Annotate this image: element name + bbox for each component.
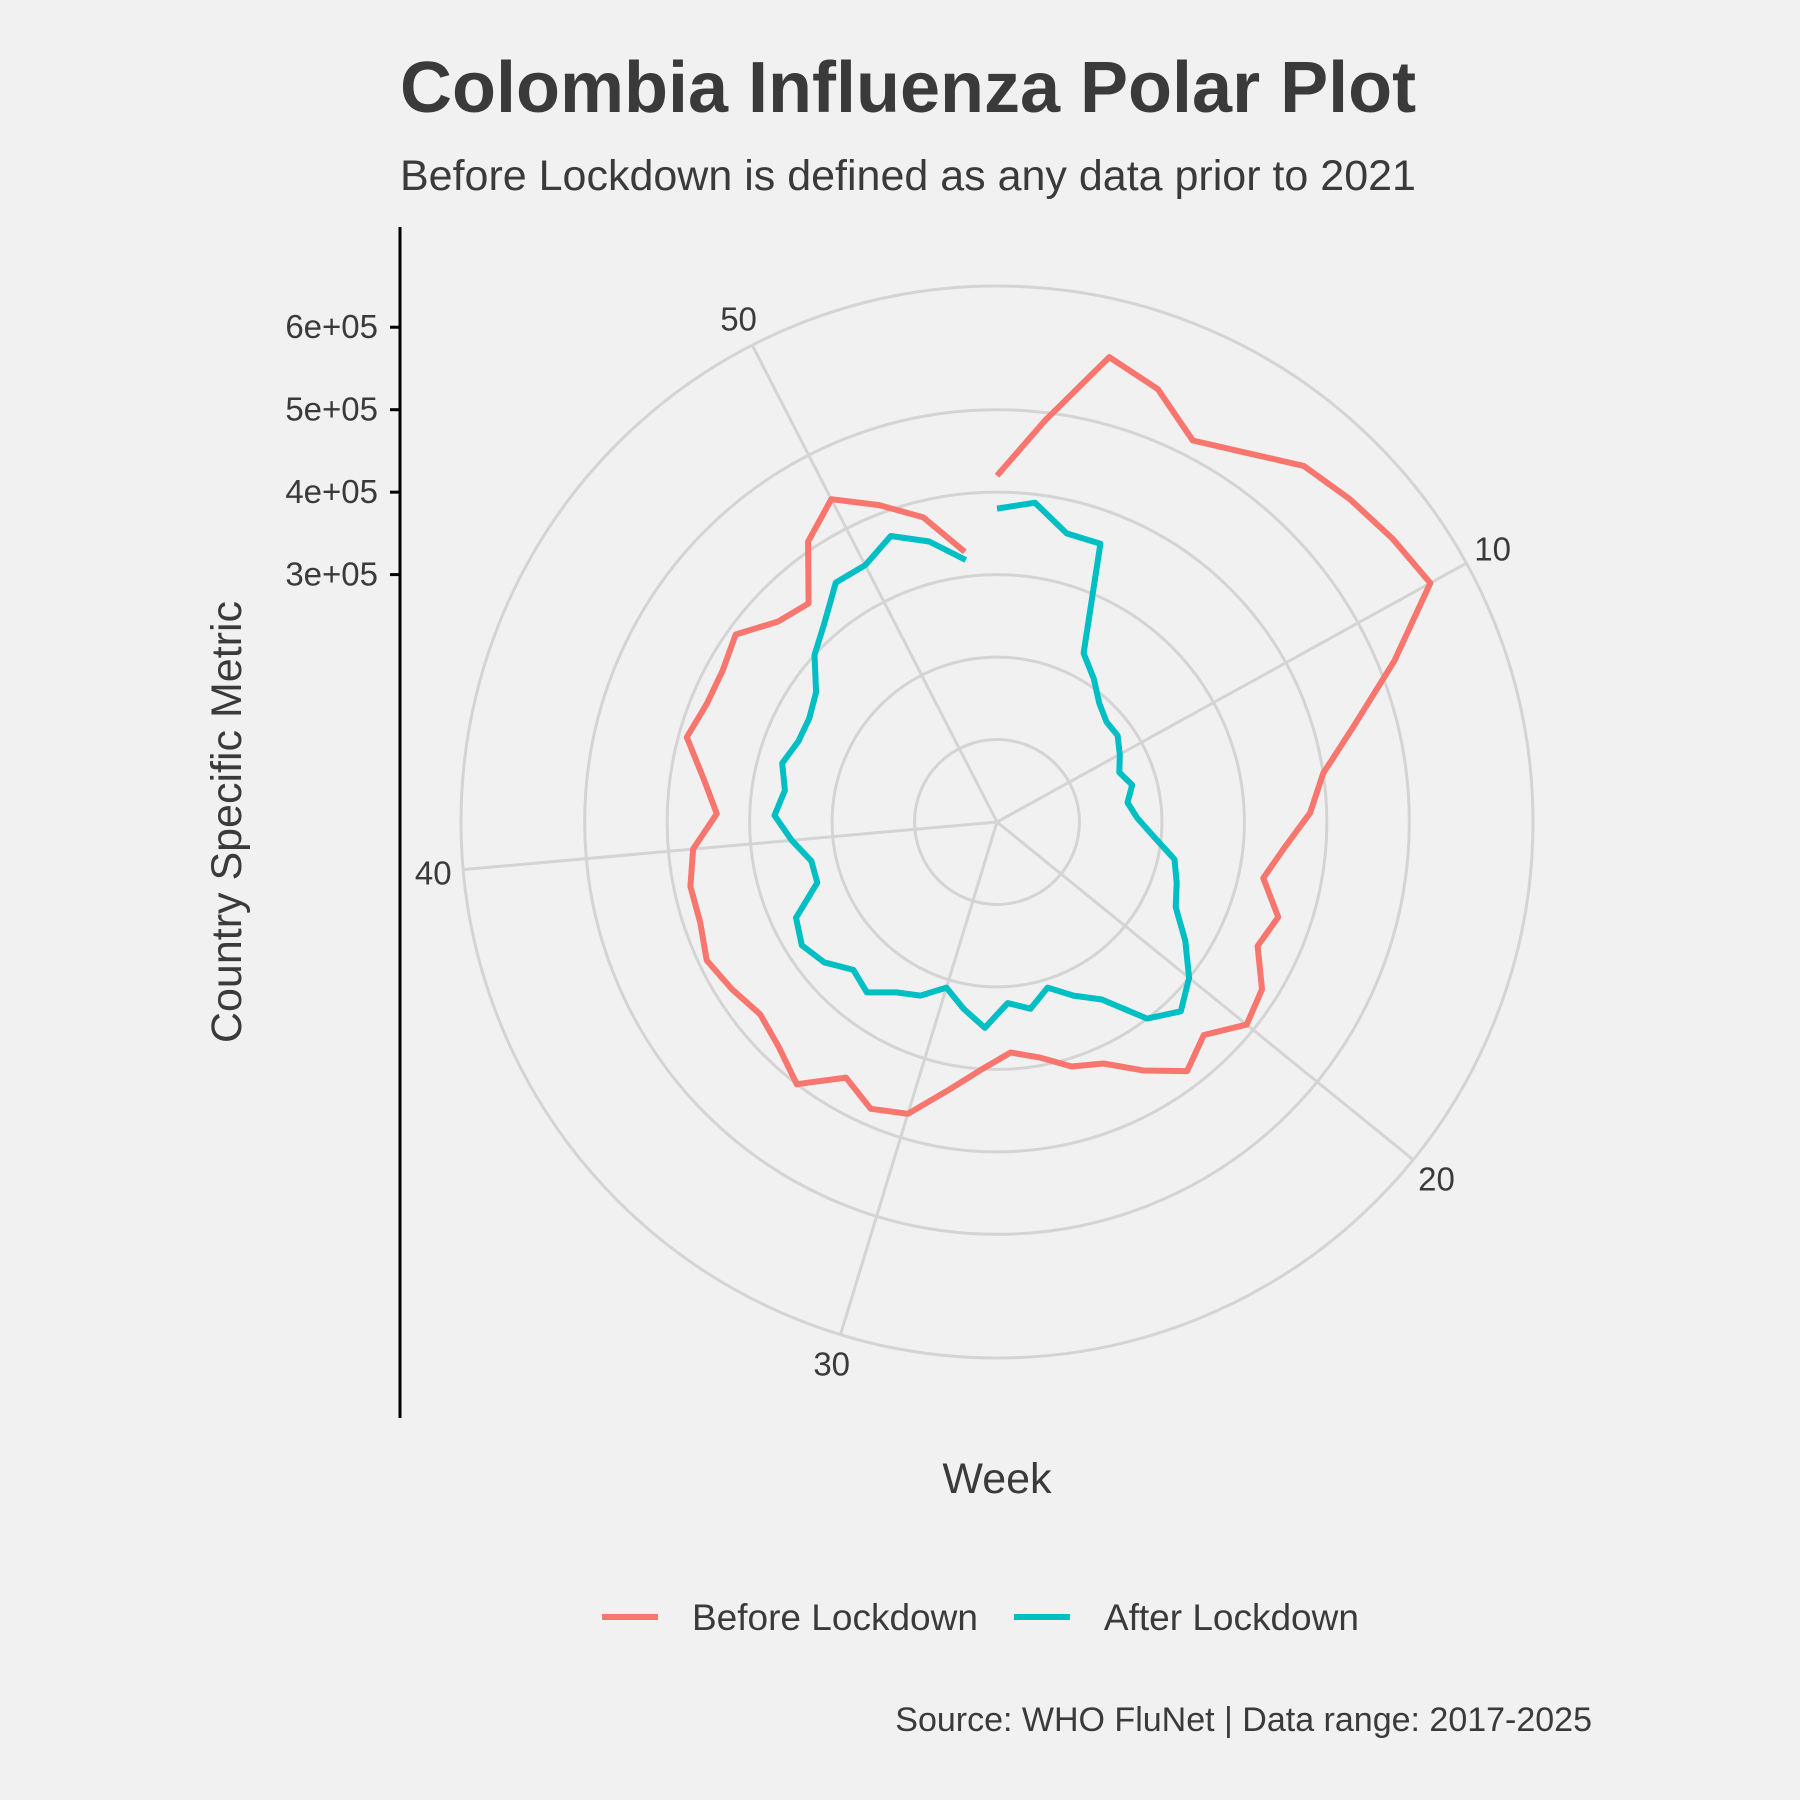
chart-subtitle: Before Lockdown is defined as any data p… bbox=[400, 152, 1416, 200]
grid-spoke bbox=[996, 561, 1468, 824]
polar-grid bbox=[459, 284, 1535, 1360]
week-tick-labels: 10 20 30 40 50 bbox=[415, 300, 1511, 1382]
legend: Before Lockdown After Lockdown bbox=[602, 1597, 1359, 1638]
legend-label: After Lockdown bbox=[1104, 1597, 1359, 1638]
grid-circle bbox=[748, 573, 1246, 1071]
x-tick-label: 10 bbox=[1474, 531, 1511, 568]
y-tick-label: 6e+05 bbox=[285, 308, 378, 345]
grid-circle bbox=[583, 408, 1411, 1236]
chart-caption: Source: WHO FluNet | Data range: 2017-20… bbox=[895, 1701, 1592, 1739]
grid-spoke bbox=[996, 820, 1415, 1161]
y-tick-label: 5e+05 bbox=[285, 391, 378, 428]
x-tick-label: 30 bbox=[813, 1345, 850, 1382]
grid-circle bbox=[830, 655, 1164, 989]
x-tick-label: 50 bbox=[720, 300, 757, 337]
y-tick-label: 3e+05 bbox=[285, 556, 378, 593]
x-tick-label: 20 bbox=[1418, 1161, 1455, 1198]
y-axis-title: Country Specific Metric bbox=[203, 601, 251, 1043]
y-axis-ticks: 3e+05 4e+05 5e+05 6e+05 bbox=[285, 308, 400, 593]
series-line bbox=[683, 354, 1434, 1117]
series-lines bbox=[683, 354, 1434, 1117]
x-axis-title: Week bbox=[942, 1455, 1052, 1503]
chart-title: Colombia Influenza Polar Plot bbox=[400, 48, 1416, 128]
grid-circle bbox=[459, 284, 1535, 1360]
x-tick-label: 40 bbox=[415, 854, 452, 891]
series-line bbox=[771, 499, 1193, 1031]
grid-circle bbox=[665, 490, 1329, 1154]
grid-circle bbox=[913, 738, 1081, 906]
grid-spoke bbox=[750, 344, 999, 823]
y-tick-label: 4e+05 bbox=[285, 473, 378, 510]
grid-spoke bbox=[839, 821, 999, 1336]
legend-label: Before Lockdown bbox=[692, 1597, 978, 1638]
grid-spoke bbox=[462, 820, 998, 872]
